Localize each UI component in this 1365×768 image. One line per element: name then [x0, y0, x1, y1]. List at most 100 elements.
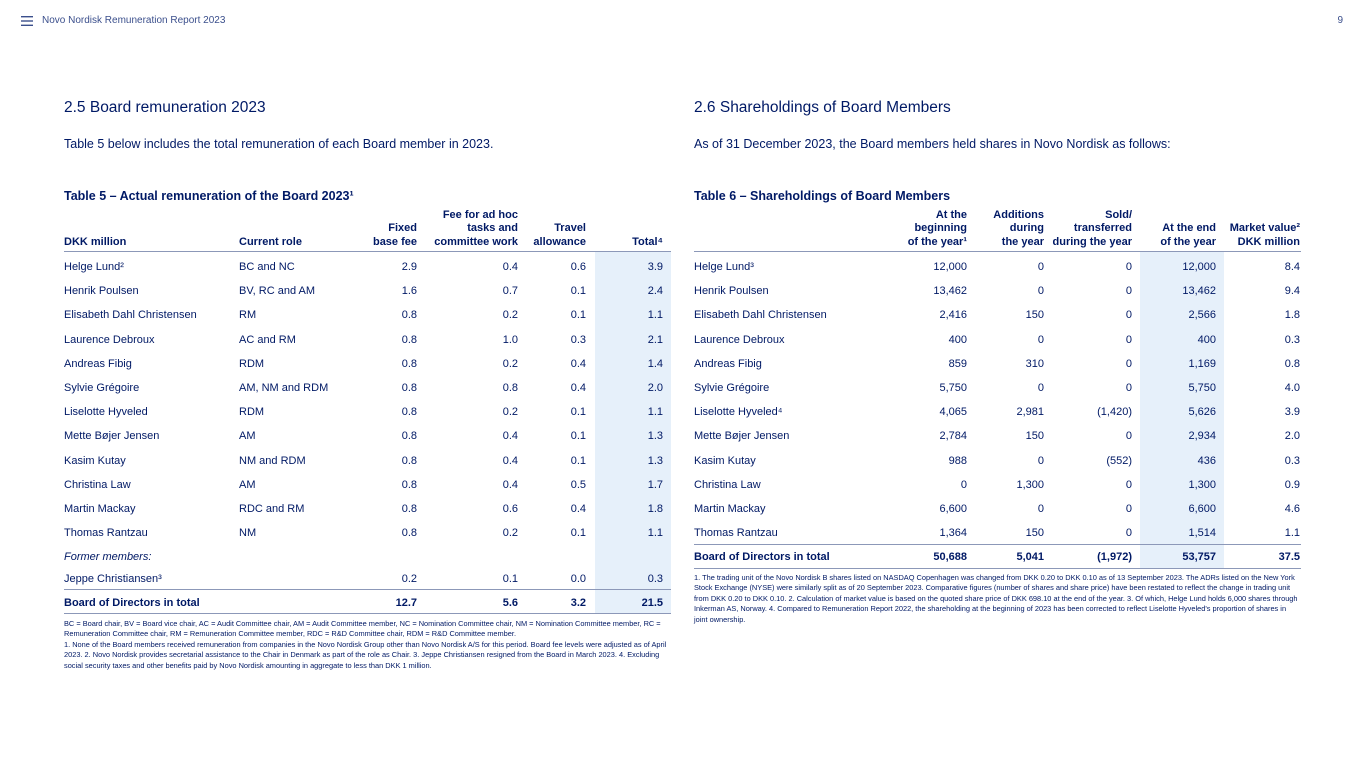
table-cell: Martin Mackay [64, 503, 136, 515]
table-cell: 0.4 [502, 454, 518, 467]
table-cell: (1,972) [1097, 551, 1132, 563]
table-cell: 0.1 [570, 430, 586, 443]
table-cell: 1.4 [647, 357, 663, 370]
table-cell: 0.8 [401, 454, 417, 467]
total-rule [64, 613, 671, 614]
table-cell: 2,981 [1016, 406, 1044, 419]
table-cell: 2.4 [647, 285, 663, 298]
total-rule [64, 589, 671, 590]
table-cell: AC and RM [239, 333, 296, 346]
column-header: At the end of the year [1160, 222, 1216, 248]
table-cell: 4,065 [939, 406, 967, 419]
table-cell: 0.1 [570, 285, 586, 298]
table-cell: Kasim Kutay [694, 454, 756, 467]
table-cell: 0 [1125, 357, 1132, 370]
table-cell: 0.1 [570, 309, 586, 322]
table-cell: 0.8 [401, 503, 417, 515]
table-cell: 4.0 [1284, 382, 1300, 394]
table-cell: 0 [1125, 527, 1132, 540]
table-cell: 0.0 [570, 573, 586, 585]
column-header: Market value² DKK million [1229, 222, 1300, 248]
table-cell: BC and NC [239, 261, 295, 273]
table-cell: 0.2 [401, 573, 417, 585]
table-cell: 0 [1125, 261, 1132, 273]
table-cell: 0 [1125, 333, 1132, 346]
table-cell: 0.8 [502, 382, 518, 394]
table-cell: 0.8 [401, 357, 417, 370]
table-cell: 1.6 [401, 285, 417, 298]
table-cell: 0 [1037, 454, 1044, 467]
table-cell: 0.8 [401, 309, 417, 322]
footnote: 1. The trading unit of the Novo Nordisk … [694, 573, 1298, 624]
table-cell: 0.4 [502, 430, 518, 443]
table-cell: 1.8 [1284, 309, 1300, 322]
table-cell: Jeppe Christiansen³ [64, 573, 162, 585]
section-heading: 2.5 Board remuneration 2023 [64, 99, 266, 116]
table-cell: 0 [1125, 382, 1132, 394]
table-cell: 1,300 [1016, 478, 1044, 491]
table-cell: 0 [1125, 285, 1132, 298]
table-cell: 0.4 [570, 357, 586, 370]
table-title: Table 6 – Shareholdings of Board Members [694, 189, 951, 203]
highlight-column [595, 252, 671, 613]
table-cell: 5.6 [502, 597, 518, 609]
footnote: 1. None of the Board members received re… [64, 639, 667, 670]
table-cell: Helge Lund³ [694, 261, 754, 273]
table-cell: 1.1 [647, 527, 663, 540]
column-header: Sold/ transferred during the year [1052, 208, 1132, 248]
table-cell: Thomas Rantzau [694, 527, 778, 540]
table-cell: 0.3 [570, 333, 586, 346]
table-cell: 12.7 [395, 597, 417, 609]
column-header: At the beginning of the year¹ [907, 208, 967, 248]
table-cell: RM [239, 309, 257, 322]
table-cell: 0.8 [401, 333, 417, 346]
table-cell: 0.2 [502, 527, 518, 540]
table-cell: AM [239, 430, 256, 443]
table-cell: NM and RDM [239, 454, 306, 467]
column-header: Travel allowance [533, 222, 586, 248]
table-cell: 0 [1037, 503, 1044, 515]
table-cell: 50,688 [933, 551, 967, 563]
table-cell: 1,169 [1188, 357, 1216, 370]
table-cell: 0.4 [502, 478, 518, 491]
table-cell: 400 [1197, 333, 1216, 346]
table-cell: BV, RC and AM [239, 285, 316, 298]
footnote: BC = Board chair, BV = Board vice chair,… [64, 619, 661, 639]
table-cell: 0.2 [502, 357, 518, 370]
table-cell: Thomas Rantzau [64, 527, 148, 540]
table-cell: Board of Directors in total [64, 597, 200, 609]
table-cell: Andreas Fibig [64, 357, 132, 370]
table-cell: RDM [239, 406, 265, 419]
column-header: Fixed base fee [372, 222, 417, 248]
table-cell: 2,566 [1188, 309, 1216, 322]
table-cell: Christina Law [64, 478, 131, 491]
table-cell: 0 [1037, 382, 1044, 394]
table-cell: 0 [1125, 478, 1132, 491]
table-cell: Former members: [64, 551, 152, 563]
table-cell: Sylvie Grégoire [694, 382, 770, 394]
table-cell: 0.7 [502, 285, 518, 298]
table-cell: 6,600 [1188, 503, 1216, 515]
table-cell: 21.5 [641, 597, 663, 609]
table-cell: RDC and RM [239, 503, 305, 515]
menu-icon[interactable] [21, 16, 33, 26]
table-cell: AM [239, 478, 256, 491]
table-cell: 3.9 [647, 261, 663, 273]
table-cell: 150 [1025, 309, 1044, 322]
table-cell: 0.5 [570, 478, 586, 491]
table-cell: 1.1 [647, 309, 663, 322]
table-cell: 0.6 [570, 261, 586, 273]
table-cell: 0.8 [401, 406, 417, 419]
table-cell: 1,300 [1188, 478, 1216, 491]
table-cell: Kasim Kutay [64, 454, 126, 467]
column-header: Fee for ad hoc tasks and committee work [434, 208, 518, 248]
table-title: Table 5 – Actual remuneration of the Boa… [64, 189, 354, 203]
table-cell: 2,416 [939, 309, 967, 322]
table-cell: 13,462 [1182, 285, 1216, 298]
table-cell: 0.8 [401, 478, 417, 491]
table-cell: 400 [948, 333, 967, 346]
table-cell: 1.1 [1284, 527, 1300, 540]
table-cell: Mette Bøjer Jensen [694, 430, 790, 443]
table-cell: 0 [960, 478, 967, 491]
